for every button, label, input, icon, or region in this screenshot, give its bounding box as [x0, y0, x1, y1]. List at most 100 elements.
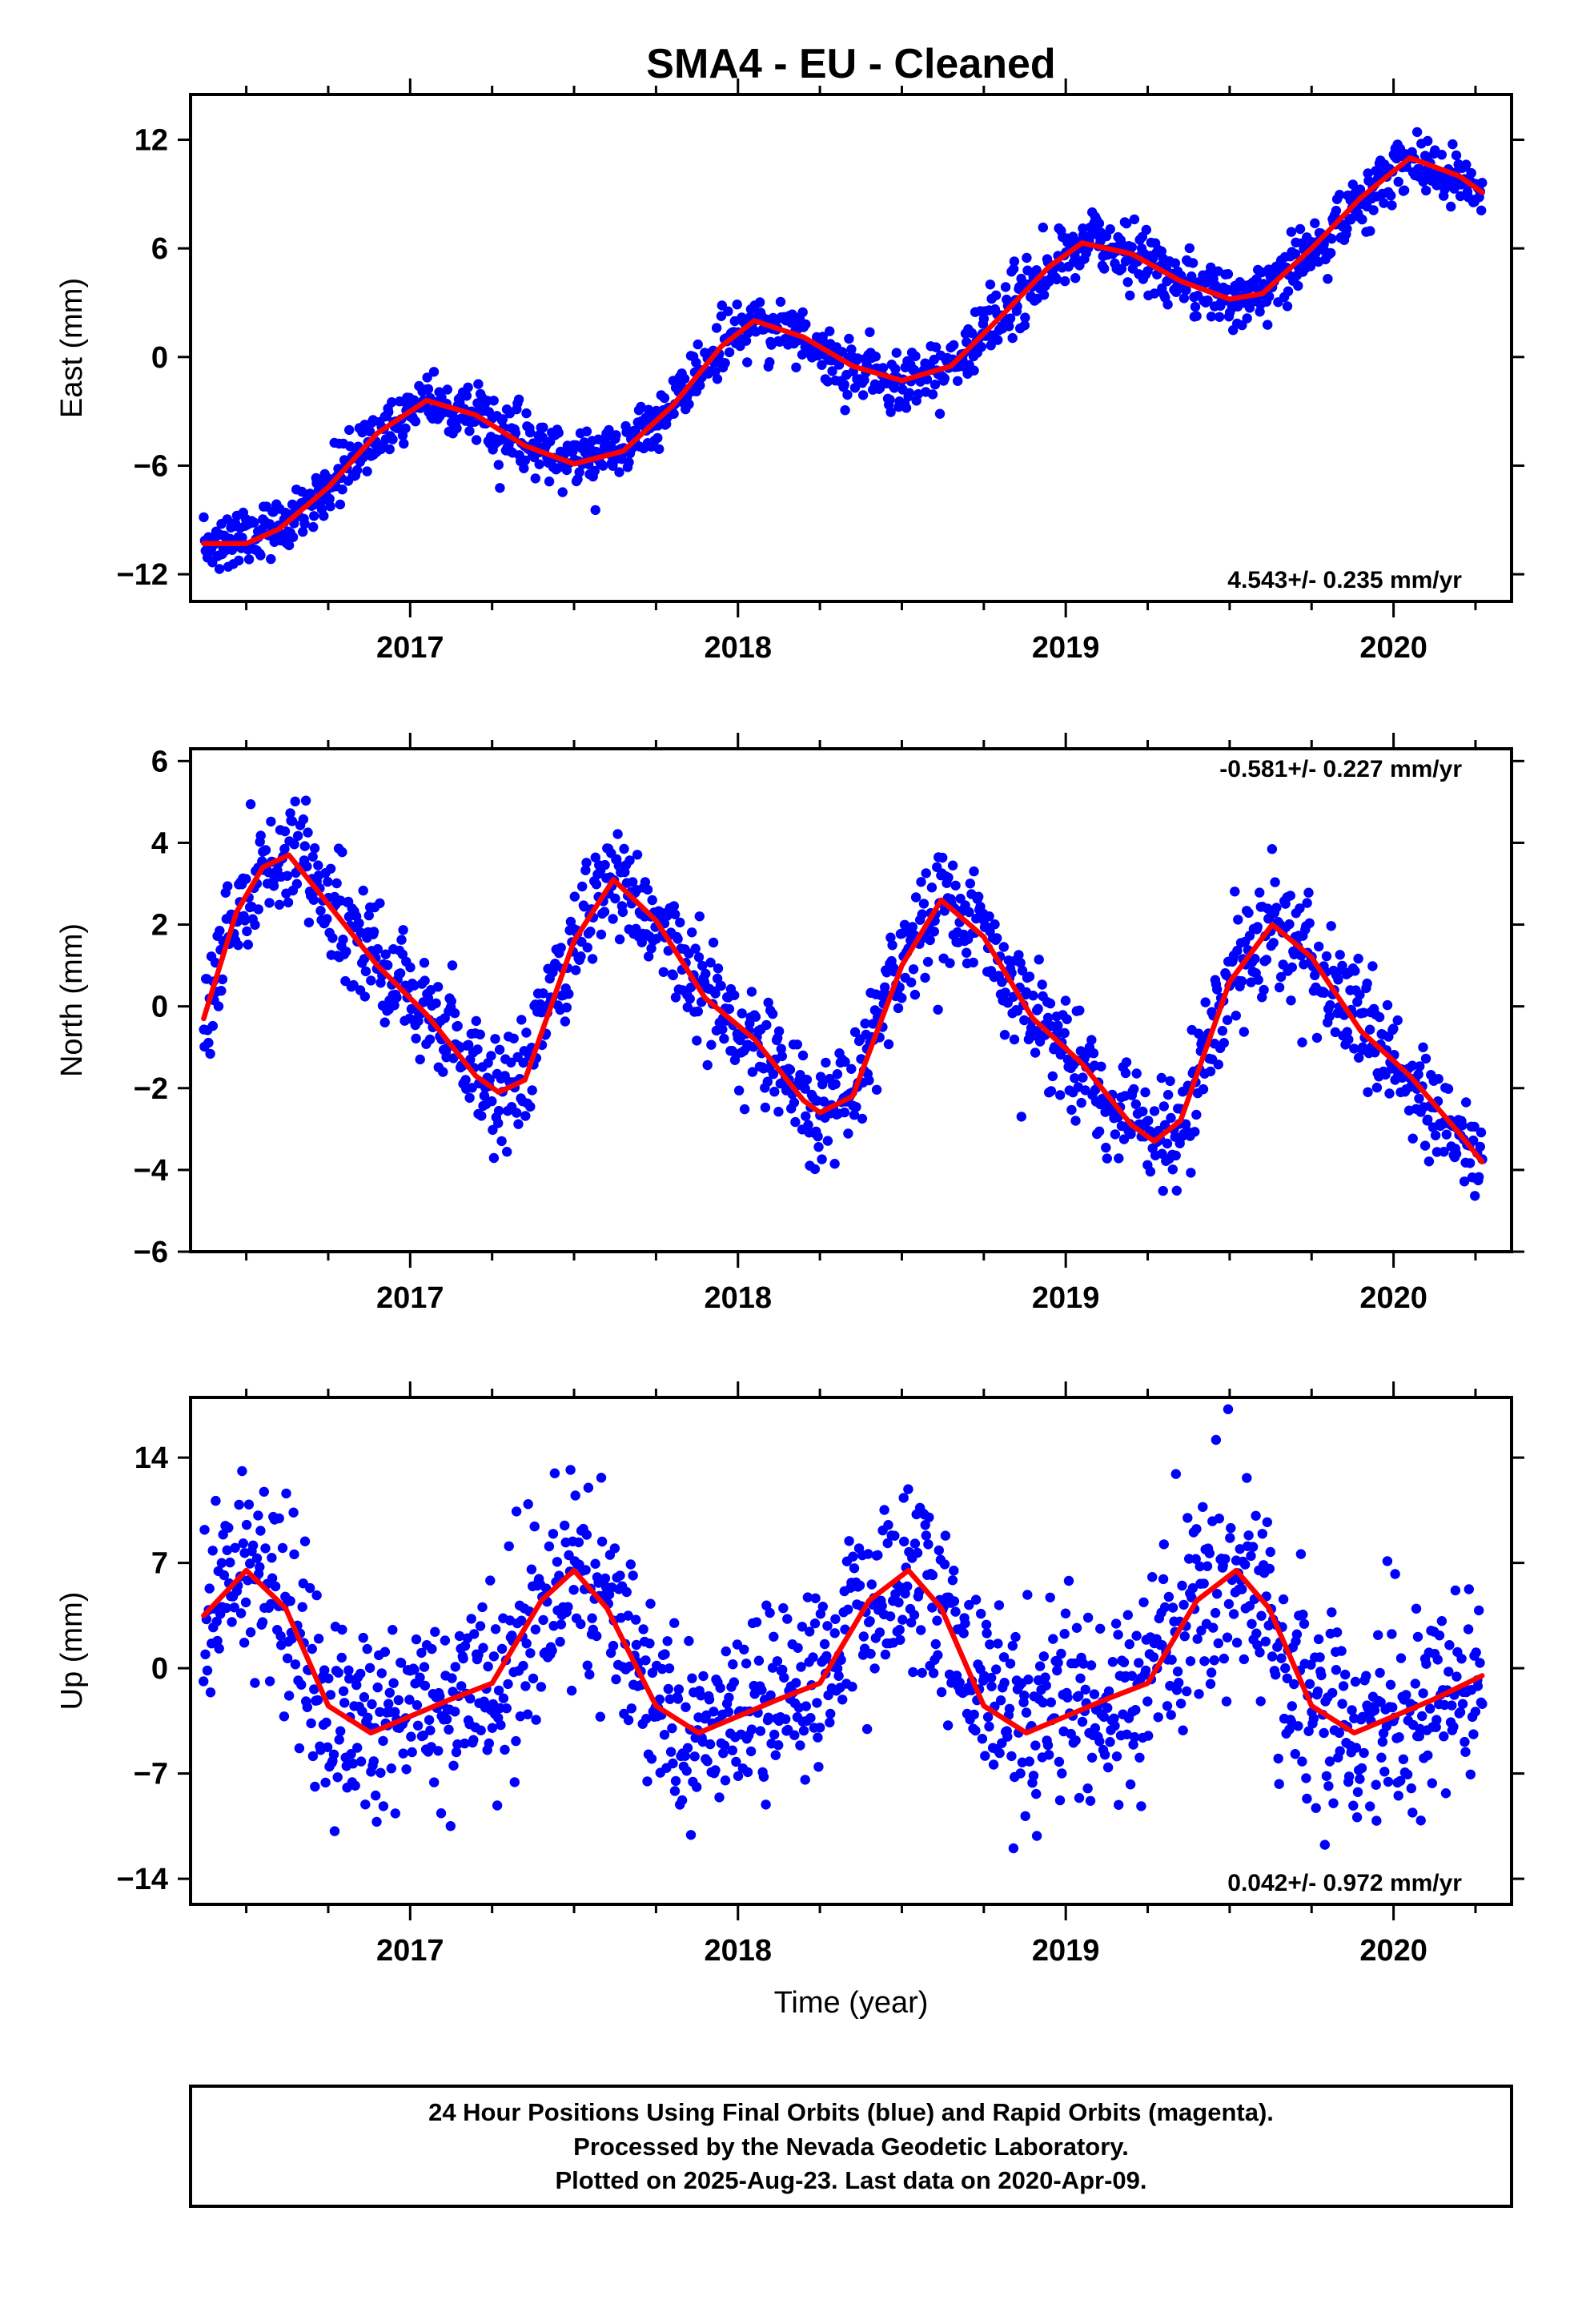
up-point [921, 1530, 932, 1541]
north-point [1451, 1148, 1462, 1159]
north-point [285, 808, 295, 818]
north-point [1205, 1066, 1216, 1077]
up-point [751, 1617, 762, 1627]
up-point [259, 1486, 269, 1498]
north-point [760, 1102, 771, 1113]
north-point [233, 939, 243, 951]
up-rate-label: 0.042+/- 0.972 mm/yr [1227, 1870, 1462, 1896]
up-point [250, 1678, 260, 1688]
east-point [913, 388, 924, 400]
up-point [608, 1640, 619, 1651]
up-point [1327, 1607, 1337, 1618]
up-point [854, 1580, 865, 1591]
up-point [1056, 1648, 1066, 1659]
north-point [1212, 984, 1223, 995]
up-point [1006, 1751, 1017, 1762]
up-point [552, 1557, 563, 1567]
up-point [1377, 1736, 1388, 1747]
east-point [1078, 230, 1089, 240]
north-point [646, 943, 656, 954]
up-point [611, 1674, 621, 1685]
north-point [918, 899, 930, 909]
east-point [930, 342, 942, 352]
north-point [1418, 1042, 1428, 1053]
up-point [1019, 1691, 1030, 1701]
east-point [710, 366, 721, 377]
up-point [1166, 1655, 1177, 1665]
up-point [761, 1600, 772, 1610]
up-point [861, 1723, 873, 1735]
north-point [729, 990, 740, 1001]
north-point [926, 883, 938, 893]
up-point [731, 1756, 741, 1767]
up-point [216, 1558, 227, 1568]
north-point [1167, 1164, 1178, 1175]
north-point [776, 1043, 786, 1054]
up-point [982, 1711, 994, 1723]
north-point [432, 982, 444, 992]
north-point [360, 966, 371, 977]
north-point [1364, 1024, 1375, 1035]
up-point [908, 1667, 918, 1678]
up-point [522, 1709, 533, 1719]
north-point [1078, 1072, 1088, 1083]
up-point [1369, 1705, 1380, 1715]
up-point [1351, 1812, 1363, 1823]
up-point [465, 1693, 476, 1704]
north-point [1114, 1153, 1124, 1164]
up-point [1074, 1691, 1084, 1701]
up-point [1166, 1710, 1176, 1720]
north-point [1033, 1003, 1043, 1014]
east-point [1251, 274, 1262, 284]
up-point [204, 1583, 215, 1594]
up-point [1124, 1638, 1135, 1650]
up-point [1327, 1687, 1338, 1699]
up-point [1021, 1707, 1032, 1718]
up-point [821, 1651, 832, 1662]
up-point [1223, 1598, 1235, 1610]
up-point [812, 1698, 822, 1708]
north-point [1047, 1071, 1058, 1082]
up-point [669, 1786, 681, 1796]
north-point [1287, 962, 1298, 973]
east-point [1263, 320, 1273, 330]
up-point [212, 1635, 223, 1647]
east-point [611, 430, 621, 440]
east-point [684, 399, 694, 409]
north-point [325, 863, 336, 875]
north-point [274, 899, 285, 911]
up-point [1251, 1510, 1261, 1522]
up-point [1477, 1699, 1488, 1709]
north-point [420, 975, 430, 986]
north-point [1261, 955, 1272, 965]
north-point [486, 1051, 496, 1061]
north-point [1459, 1176, 1470, 1187]
up-point [409, 1664, 420, 1675]
north-point [1066, 1104, 1077, 1116]
up-point [450, 1707, 460, 1717]
up-point [1460, 1747, 1471, 1757]
north-point [815, 1072, 826, 1082]
north-point [1046, 1086, 1057, 1096]
up-point [325, 1690, 336, 1700]
up-point [984, 1721, 994, 1732]
east-point [264, 519, 275, 529]
up-point [1463, 1624, 1474, 1634]
up-point [1246, 1550, 1256, 1562]
north-point [1392, 1015, 1403, 1026]
up-point [1082, 1612, 1094, 1623]
up-point [906, 1617, 917, 1628]
north-point [322, 914, 332, 924]
north-xtick-label: 2019 [1032, 1281, 1100, 1315]
up-point [993, 1638, 1003, 1649]
north-point [917, 909, 928, 919]
up-point [1475, 1658, 1485, 1668]
north-point [832, 1069, 843, 1080]
north-point [415, 1054, 425, 1065]
up-point [656, 1663, 668, 1675]
up-point [375, 1767, 386, 1778]
north-point [916, 877, 926, 887]
north-ylabel: North (mm) [55, 923, 89, 1077]
up-point [565, 1465, 576, 1475]
up-point [504, 1541, 514, 1552]
